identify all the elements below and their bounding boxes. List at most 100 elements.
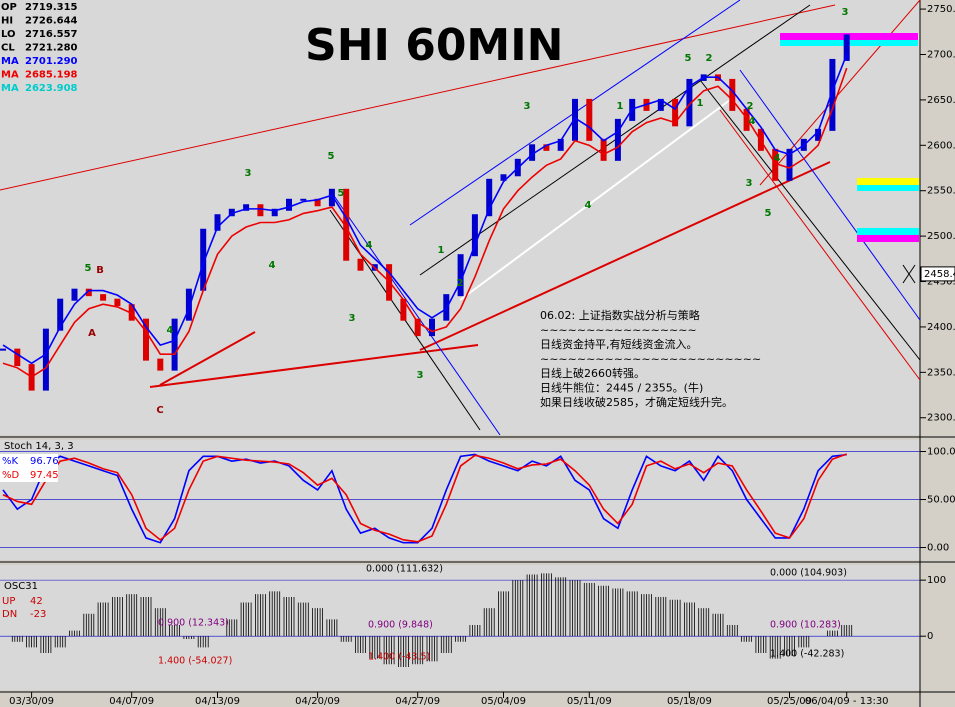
price-bar: [228, 208, 235, 217]
price-bar: [657, 98, 664, 111]
level-label: 1.400 (-42.283): [770, 649, 844, 660]
series-line: [2, 67, 848, 378]
wave-label: 3: [746, 178, 753, 189]
readout-label: MA: [1, 56, 19, 67]
price-bar: [471, 214, 478, 257]
price-bar: [357, 258, 364, 271]
readout-value: 2721.280: [25, 43, 78, 54]
price-bar: [200, 228, 207, 291]
y-tick-label: 2500.00: [927, 231, 955, 242]
price-bar: [271, 208, 278, 217]
wave-label: 2: [706, 53, 713, 64]
wave-label: 4: [269, 260, 276, 271]
price-bar: [0, 348, 6, 351]
price-bar: [743, 108, 750, 131]
price-bar: [243, 204, 250, 211]
level-label: 1.400 (-54.027): [158, 656, 232, 667]
price-bar: [157, 358, 164, 371]
price-bar: [457, 254, 464, 297]
x-tick-label: 04/20/09: [295, 696, 340, 707]
x-tick-label: 06/04/09 - 13:30: [805, 696, 889, 707]
annotation-line: ~~~~~~~~~~~~~~~~~: [540, 324, 697, 337]
x-tick-label: 03/30/09: [9, 696, 54, 707]
wave-label: 2: [457, 278, 464, 289]
legend-box: [0, 468, 58, 482]
price-bar: [42, 328, 49, 391]
price-bar: [185, 288, 192, 321]
readout-value: 2701.290: [25, 56, 78, 67]
wave-label: 3: [245, 168, 252, 179]
readout-value: 42: [30, 596, 43, 607]
readout-value: 2685.198: [25, 70, 78, 81]
x-tick-label: 05/18/09: [667, 696, 712, 707]
price-bar: [100, 294, 107, 301]
x-tick-label: 04/27/09: [395, 696, 440, 707]
readout-label: HI: [1, 16, 13, 27]
price-bar: [214, 214, 221, 231]
legend-value: 96.76: [30, 456, 59, 467]
price-bar: [300, 198, 307, 201]
x-tick-label: 05/04/09: [481, 696, 526, 707]
y-tick-label: 2600.00: [927, 140, 955, 151]
wave-label: 4: [774, 153, 781, 164]
wave-label: 3: [524, 101, 531, 112]
y-tick-label: 2300.00: [927, 413, 955, 424]
annotation-line: 日线资金持平,有短线资金流入。: [540, 337, 698, 351]
price-bar: [114, 298, 121, 307]
x-tick-label: 04/07/09: [109, 696, 154, 707]
wave-label: 4: [167, 325, 174, 336]
wave-label: 3: [417, 370, 424, 381]
wave-label: 1: [617, 101, 624, 112]
y-tick-label: 2750.00: [927, 4, 955, 15]
readout-label: OP: [1, 2, 17, 13]
wave-label: 4: [749, 116, 756, 127]
legend-name: %K: [2, 456, 19, 467]
wave-label: 5: [85, 263, 92, 274]
price-panel: [0, 0, 920, 435]
series-line: [2, 453, 847, 544]
price-bar: [686, 78, 693, 127]
price-bar: [343, 188, 350, 261]
wave-label: 5: [765, 208, 772, 219]
x-tick-label: 05/25/09: [767, 696, 812, 707]
legend-name: %D: [2, 470, 20, 481]
level-label: 0.900 (12.343): [158, 618, 229, 629]
wave-label: 4: [366, 240, 373, 251]
annotation-line: 日线上破2660转强。: [540, 366, 645, 380]
wave-label: 2: [747, 101, 754, 112]
series-line: [2, 54, 848, 365]
x-tick-label: 05/11/09: [567, 696, 612, 707]
price-bar: [572, 98, 578, 141]
price-bar: [529, 144, 536, 161]
readout-label: MA: [1, 70, 19, 81]
price-bar: [71, 288, 78, 301]
y-tick-label: 100: [927, 575, 946, 586]
osc-title: OSC31: [4, 581, 38, 592]
cursor-label: 2458.4: [924, 269, 955, 280]
y-tick-label: 2350.00: [927, 367, 955, 378]
price-bar: [843, 34, 850, 61]
legend-value: 97.45: [30, 470, 59, 481]
annotation-line: ~~~~~~~~~~~~~~~~~~~~~~~~: [540, 353, 761, 366]
wave-label: A: [88, 328, 96, 339]
price-bar: [772, 148, 779, 181]
price-bar: [414, 318, 421, 337]
level-label: 0.900 (9.848): [368, 620, 433, 631]
price-bar: [429, 318, 435, 337]
level-label: 1.400 (-43.5): [368, 652, 430, 663]
readout-label: MA: [1, 83, 19, 94]
level-label: 0.900 (10.283): [770, 620, 841, 631]
y-tick-label: 2700.00: [927, 49, 955, 60]
price-bar: [400, 298, 407, 321]
wave-label: 5: [328, 151, 335, 162]
price-bar: [486, 178, 493, 217]
price-bar: [829, 58, 836, 131]
readout-label: CL: [1, 43, 15, 54]
price-bar: [257, 204, 264, 217]
price-bar: [85, 288, 92, 297]
series-line: [2, 453, 847, 543]
annotation-line: 如果日线收破2585，才确定短线升完。: [540, 395, 733, 409]
price-bar: [171, 318, 178, 371]
price-bar: [672, 98, 679, 127]
